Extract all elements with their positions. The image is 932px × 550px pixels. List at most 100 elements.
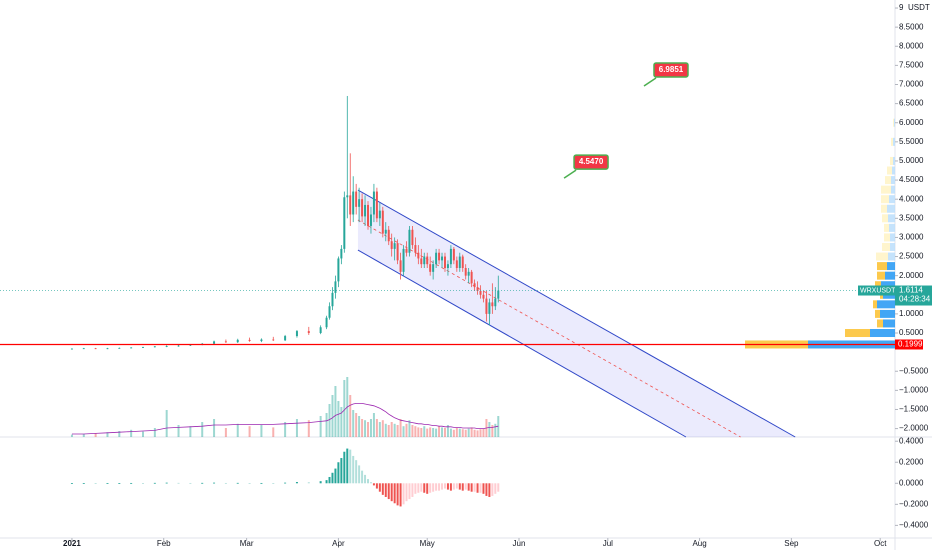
volume-bar (70, 434, 73, 437)
price-label: 1.6114 (899, 286, 923, 295)
profile-down (893, 118, 894, 127)
osc-bar (441, 483, 444, 490)
candle-body (438, 252, 441, 261)
candle-body (464, 268, 467, 276)
x-tick-label: Apr (332, 539, 345, 548)
volume-bar (141, 431, 144, 437)
osc-tick-label: 0.0000 (899, 478, 924, 487)
volume-bar (423, 426, 426, 437)
candle-body (393, 243, 396, 249)
osc-bar (337, 462, 340, 484)
profile-up (880, 309, 895, 318)
osc-bar (369, 482, 372, 484)
volume-bar (349, 395, 352, 437)
candle-body (479, 290, 482, 295)
osc-bar (358, 465, 361, 484)
annotation-tail (563, 169, 577, 179)
y-tick-label: 2.0000 (899, 271, 924, 280)
candle-body (396, 243, 399, 261)
volume-bar (396, 425, 399, 437)
candle-body (343, 197, 346, 249)
price-badge (895, 285, 932, 306)
osc-bar (153, 482, 156, 484)
volume-bar (334, 386, 337, 437)
osc-bar (346, 448, 349, 484)
volume-bar (248, 426, 251, 437)
volume-bar (384, 423, 387, 437)
volume-bar (331, 395, 334, 437)
candle-body (224, 341, 227, 343)
osc-bar (461, 483, 464, 491)
osc-bar (402, 483, 405, 505)
annotation-box (573, 154, 609, 170)
osc-bar (426, 483, 429, 494)
volume-bar (130, 429, 133, 437)
y-tick-label: 8.0000 (899, 41, 924, 50)
volume-bar (402, 426, 405, 437)
annotation-label: 6.9851 (659, 65, 684, 74)
osc-bar (224, 482, 227, 484)
osc-bar (488, 483, 491, 497)
x-tick-label: 2021 (63, 539, 81, 548)
volume-bar (390, 422, 393, 437)
osc-bar (408, 483, 411, 500)
volume-bar (426, 428, 429, 437)
y-tick-label: 3.0000 (899, 233, 924, 242)
volume-bar (449, 428, 452, 437)
osc-tick-label: −0.4000 (899, 520, 929, 529)
profile-down (877, 262, 887, 271)
osc-bar (106, 483, 109, 484)
volume-bar (488, 422, 491, 437)
osc-bar (236, 482, 239, 484)
profile-down (891, 137, 893, 146)
volume-bar (491, 425, 494, 437)
volume-bar (482, 428, 485, 437)
osc-bar (130, 482, 133, 484)
candle-body (381, 210, 384, 234)
osc-bar (432, 483, 435, 492)
profile-up (888, 252, 895, 261)
candle-body (441, 256, 444, 261)
candle-body (390, 241, 393, 249)
profile-up (883, 319, 895, 328)
volume-bar (372, 413, 375, 437)
osc-bar (443, 483, 446, 489)
candle-body (402, 248, 405, 272)
y-tick-label: 6.5000 (899, 99, 924, 108)
osc-bar (467, 483, 470, 491)
volume-bar (260, 425, 263, 437)
candle-body (106, 348, 109, 350)
volume-bar (476, 430, 479, 437)
candle-body (491, 302, 494, 307)
candle-body (473, 283, 476, 288)
candle-body (372, 191, 375, 215)
volume-bar (467, 428, 470, 437)
candle-body (118, 347, 121, 349)
osc-bar (94, 483, 97, 484)
profile-down (877, 319, 883, 328)
x-tick-label: Oct (874, 539, 887, 548)
y-tick-label: 5.5000 (899, 137, 924, 146)
volume-bar (325, 413, 328, 437)
osc-bar (70, 483, 73, 484)
x-tick-label: Jul (603, 539, 613, 548)
volume-bar (106, 432, 109, 437)
profile-down (876, 252, 888, 261)
y-tick-label: 0.5000 (899, 328, 924, 337)
candle-body (236, 339, 239, 343)
osc-bar (334, 468, 337, 484)
candle-body (295, 331, 298, 337)
candle-body (384, 229, 387, 234)
osc-bar (307, 482, 310, 484)
candle-body (405, 248, 408, 253)
volume-bar (284, 422, 287, 437)
x-tick-label: Sep (784, 539, 799, 548)
osc-bar (417, 483, 420, 493)
profile-up (885, 271, 895, 280)
y-tick-label: −1.0000 (899, 385, 929, 394)
candle-body (349, 195, 352, 215)
volume-bar (470, 427, 473, 437)
volume-bar (352, 410, 355, 437)
profile-down (873, 300, 877, 309)
candle-body (331, 292, 334, 307)
